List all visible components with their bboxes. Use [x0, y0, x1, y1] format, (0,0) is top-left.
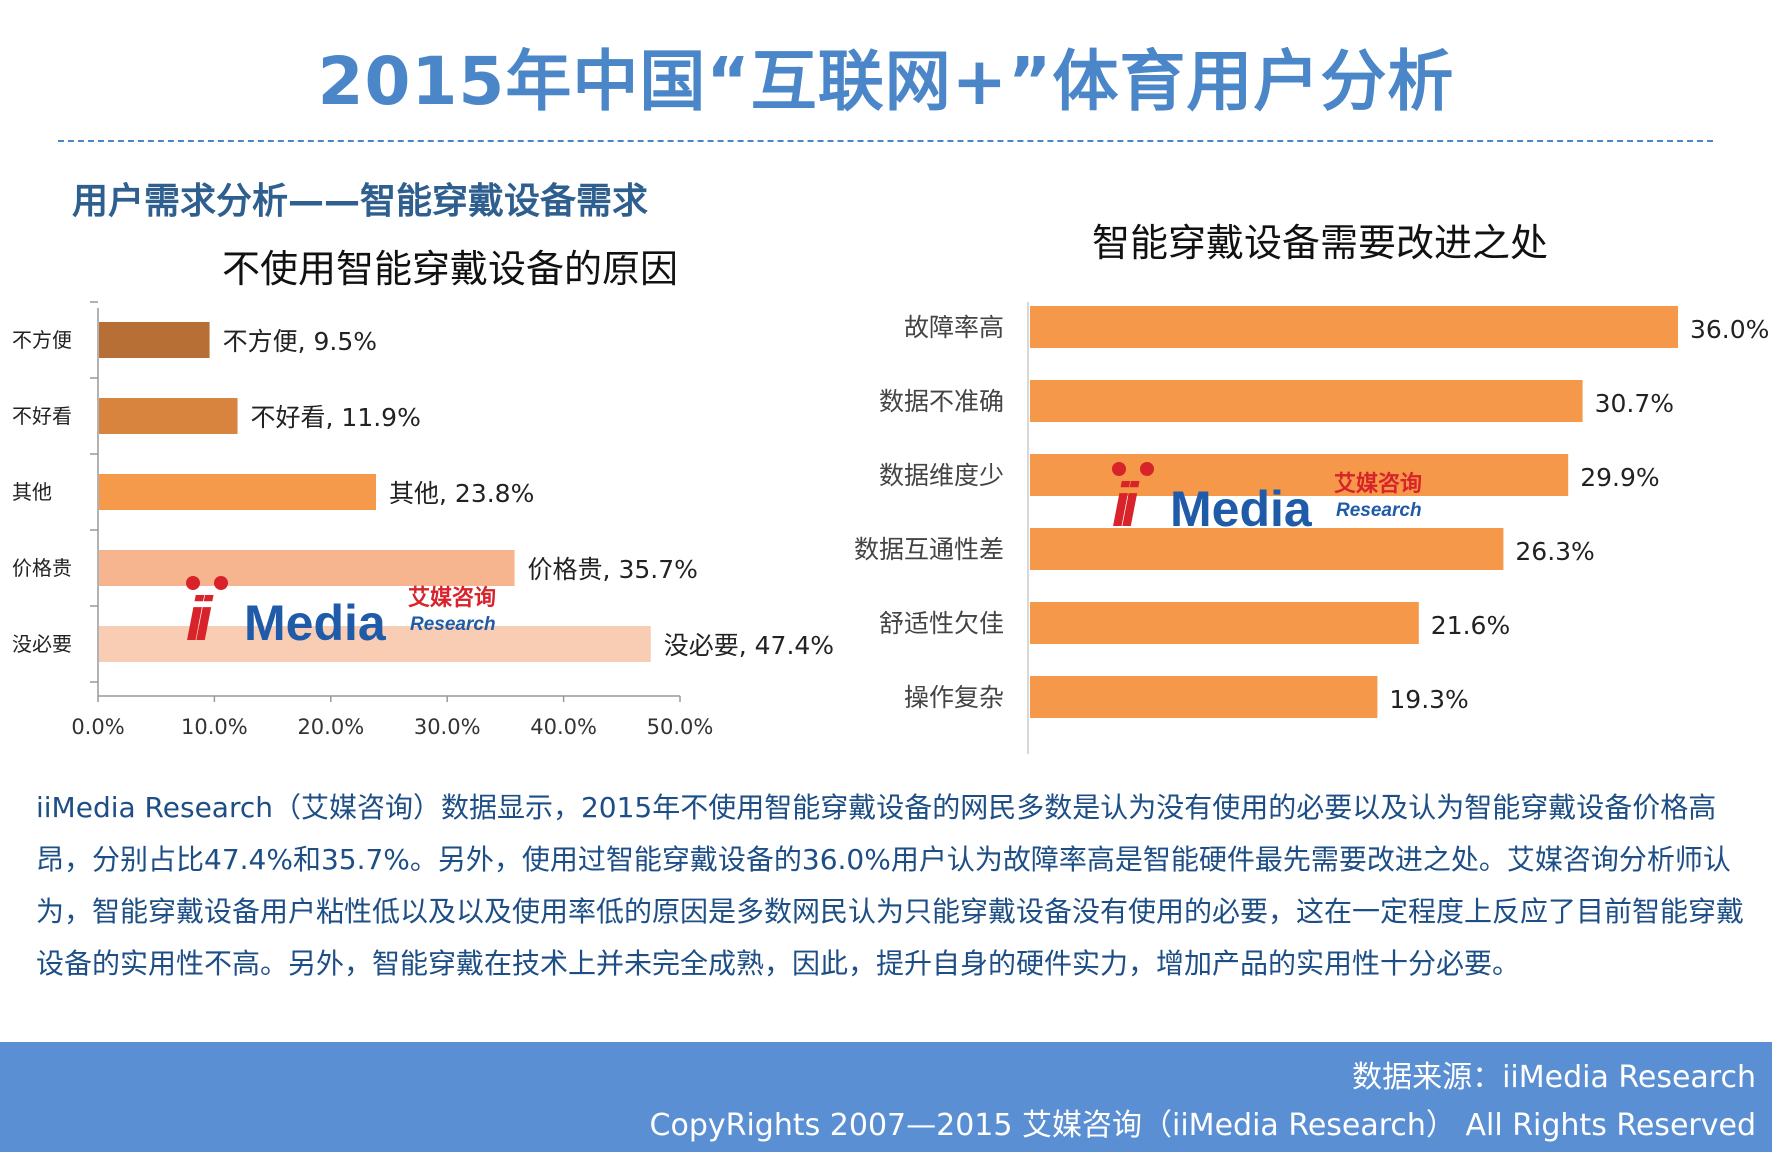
footer-bar: 数据来源：iiMedia Research CopyRights 2007—20… — [0, 1042, 1772, 1152]
y-category-label: 不好看 — [12, 404, 72, 428]
logo-dot — [1112, 462, 1126, 476]
x-tick-label: 50.0% — [647, 715, 714, 739]
y-category-label: 价格贵 — [12, 556, 72, 580]
bar — [99, 398, 238, 434]
x-tick-label: 30.0% — [414, 715, 481, 739]
data-label: 不方便, 9.5% — [223, 327, 377, 356]
right-chart-title: 智能穿戴设备需要改进之处 — [1091, 221, 1548, 265]
bar — [1030, 306, 1678, 348]
x-tick-label: 20.0% — [297, 715, 364, 739]
y-category-label: 其他 — [12, 480, 52, 504]
copyright-text: CopyRights 2007—2015 艾媒咨询（iiMedia Resear… — [649, 1108, 1756, 1143]
logo-ii: ii — [186, 585, 213, 654]
y-category-label: 舒适性欠佳 — [879, 609, 1004, 638]
title-divider — [58, 140, 1713, 142]
logo-dot — [214, 576, 228, 590]
data-label: 19.3% — [1389, 685, 1468, 714]
y-category-label: 没必要 — [12, 632, 72, 656]
data-label: 29.9% — [1580, 463, 1659, 492]
data-label: 36.0% — [1690, 315, 1769, 344]
logo-media-text: Media — [244, 595, 386, 651]
x-tick-label: 40.0% — [530, 715, 597, 739]
y-category-label: 数据不准确 — [879, 387, 1004, 416]
y-category-label: 操作复杂 — [904, 683, 1004, 712]
logo-research-text: Research — [1336, 500, 1422, 521]
bar — [1030, 676, 1378, 718]
logo-cn-text: 艾媒咨询 — [1334, 472, 1423, 497]
page-title: 2015年中国“互联网+”体育用户分析 — [317, 43, 1455, 120]
improvement-areas-bar-chart: 故障率高 36.0% 数据不准确 30.7% 数据维度少 29.9% 数据互通性差 26.3%… — [854, 302, 1769, 754]
iimedia-logo: ii Media 艾媒咨询 Research — [1112, 452, 1432, 542]
bar — [99, 322, 210, 358]
logo-research-text: Research — [410, 614, 496, 635]
bar — [1030, 528, 1504, 570]
data-label: 26.3% — [1515, 537, 1594, 566]
data-label: 没必要, 47.4% — [664, 631, 834, 660]
bar — [99, 550, 515, 586]
logo-cn-text: 艾媒咨询 — [408, 586, 497, 611]
x-tick-label: 0.0% — [71, 715, 124, 739]
logo-media-text: Media — [1170, 481, 1312, 537]
data-label: 21.6% — [1431, 611, 1510, 640]
data-label: 其他, 23.8% — [389, 479, 534, 508]
section-title: 用户需求分析——智能穿戴设备需求 — [72, 181, 649, 222]
iimedia-logo: ii Media 艾媒咨询 Research — [186, 566, 506, 656]
data-label: 价格贵, 35.7% — [528, 555, 698, 584]
y-category-label: 数据互通性差 — [854, 535, 1004, 564]
reasons-not-using-bar-chart: 0.0% 10.0% 20.0% 30.0% 40.0% 50.0% 不方便 不方便, 9.5… — [12, 301, 834, 739]
left-chart-title: 不使用智能穿戴设备的原因 — [221, 247, 678, 291]
bar — [99, 474, 377, 510]
data-source-text: 数据来源：iiMedia Research — [1352, 1060, 1756, 1095]
analysis-paragraph: iiMedia Research（艾媒咨询）数据显示，2015年不使用智能穿戴设… — [36, 791, 1745, 980]
y-category-label: 故障率高 — [904, 313, 1004, 342]
x-tick-label: 10.0% — [181, 715, 248, 739]
bar — [1030, 602, 1419, 644]
logo-dot — [1140, 462, 1154, 476]
data-label: 30.7% — [1595, 389, 1674, 418]
y-category-label: 数据维度少 — [879, 461, 1004, 490]
bar — [1030, 380, 1583, 422]
bar — [99, 626, 651, 662]
y-category-label: 不方便 — [12, 328, 72, 352]
data-label: 不好看, 11.9% — [251, 403, 421, 432]
logo-ii: ii — [1112, 471, 1139, 540]
logo-dot — [186, 576, 200, 590]
